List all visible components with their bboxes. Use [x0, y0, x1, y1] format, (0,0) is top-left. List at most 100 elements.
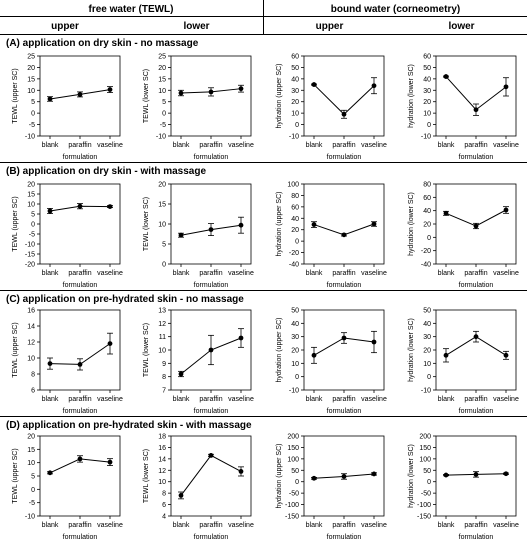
y-tick-label: 100 [287, 182, 299, 189]
x-tick-label: vaseline [493, 142, 519, 149]
y-tick-label: 10 [158, 348, 166, 355]
x-axis-label: formulation [63, 534, 98, 541]
section-divider-d [0, 416, 527, 417]
data-point [107, 87, 113, 92]
chart-panel: -150 -100 -50 0 50 100 150 200 blank paraffin vase… [276, 434, 387, 542]
x-tick-label: blank [173, 142, 190, 149]
data-point [371, 221, 377, 227]
y-axis-label: hydration (lower SC) [408, 192, 415, 256]
data-point [341, 474, 347, 479]
y-tick-label: 20 [291, 227, 299, 234]
series-line [180, 454, 242, 496]
y-tick-label: 4 [162, 514, 166, 521]
plot-frame [435, 309, 517, 391]
x-tick-label: vaseline [228, 142, 254, 149]
chart-panel: 7 8 9 10 11 12 13 blank paraffin vaseline formulat… [143, 308, 254, 416]
x-tick-label: paraffin [332, 522, 355, 529]
x-axis-label: formulation [194, 154, 229, 161]
data-point [178, 371, 184, 377]
x-axis-label: formulation [63, 154, 98, 161]
x-tick-label: paraffin [68, 396, 91, 403]
y-axis-label: TEWL (upper SC) [12, 196, 19, 251]
data-point [371, 471, 377, 477]
section-title-d: (D) application on pre-hydrated skin - w… [6, 420, 252, 431]
y-tick-label: 0 [162, 262, 166, 269]
x-axis-label: formulation [63, 282, 98, 289]
y-tick-label: 25 [27, 54, 35, 61]
x-axis-label: formulation [327, 408, 362, 415]
header-free-lower: lower [183, 21, 210, 32]
y-tick-label: 0 [31, 111, 35, 118]
y-tick-label: 0 [427, 235, 431, 242]
y-tick-label: 10 [27, 202, 35, 209]
x-tick-label: blank [42, 396, 59, 403]
data-point [208, 453, 214, 458]
y-tick-label: 5 [162, 99, 166, 106]
x-tick-label: vaseline [493, 270, 519, 277]
x-axis-label: formulation [327, 154, 362, 161]
y-tick-label: 10 [291, 111, 299, 118]
x-tick-label: paraffin [199, 270, 222, 277]
y-tick-label: 16 [158, 445, 166, 452]
y-tick-label: -5 [29, 232, 35, 239]
data-point [503, 471, 509, 477]
y-tick-label: 20 [27, 182, 35, 189]
data-point [311, 222, 317, 227]
y-tick-label: 40 [423, 76, 431, 83]
data-point [341, 111, 347, 117]
y-tick-label: 40 [423, 208, 431, 215]
y-tick-label: -20 [289, 250, 299, 257]
x-tick-label: blank [173, 270, 190, 277]
x-tick-label: blank [306, 142, 323, 149]
y-tick-label: -15 [25, 252, 35, 259]
y-tick-label: -20 [25, 262, 35, 269]
x-tick-label: blank [438, 522, 455, 529]
y-tick-label: -150 [417, 514, 431, 521]
y-tick-label: -100 [417, 502, 431, 509]
data-point [311, 475, 317, 481]
y-tick-label: 10 [423, 111, 431, 118]
y-tick-label: -40 [421, 262, 431, 269]
y-axis-label: TEWL (lower SC) [143, 449, 150, 503]
y-tick-label: 10 [27, 356, 35, 363]
y-axis-label: TEWL (lower SC) [143, 69, 150, 123]
y-tick-label: 8 [31, 372, 35, 379]
x-tick-label: vaseline [97, 142, 123, 149]
data-point [178, 90, 184, 96]
data-point [208, 89, 214, 95]
y-tick-label: 0 [295, 122, 299, 129]
chart-panel: -10 0 10 20 30 40 50 blank paraffin vaseline formu… [408, 308, 519, 416]
y-tick-label: 20 [291, 348, 299, 355]
x-tick-label: vaseline [228, 522, 254, 529]
y-axis-label: TEWL (lower SC) [143, 197, 150, 251]
data-point [311, 352, 317, 358]
y-tick-label: 10 [158, 479, 166, 486]
data-point [311, 82, 317, 87]
header-free-water: free water (TEWL) [88, 4, 174, 15]
y-tick-label: 80 [291, 193, 299, 200]
y-tick-label: 8 [162, 491, 166, 498]
y-tick-label: 40 [423, 321, 431, 328]
x-tick-label: vaseline [228, 396, 254, 403]
series-line [313, 84, 375, 115]
y-tick-label: 30 [423, 334, 431, 341]
y-axis-label: hydration (lower SC) [408, 64, 415, 128]
x-tick-label: paraffin [199, 522, 222, 529]
section-divider-c [0, 290, 527, 291]
y-axis-label: hydration (upper SC) [276, 64, 283, 129]
data-point [47, 208, 53, 214]
x-tick-label: blank [438, 396, 455, 403]
y-tick-label: 14 [158, 456, 166, 463]
chart-panel: -150 -100 -50 0 50 100 150 200 blank paraffin vase… [408, 434, 519, 542]
y-tick-label: 13 [158, 308, 166, 315]
y-axis-label: TEWL (upper SC) [12, 322, 19, 377]
data-point [47, 96, 53, 102]
y-tick-label: 20 [158, 182, 166, 189]
y-tick-label: -10 [421, 134, 431, 141]
y-tick-label: 30 [291, 334, 299, 341]
data-point [47, 470, 53, 476]
x-tick-label: paraffin [464, 270, 487, 277]
header-free-upper: upper [51, 21, 79, 32]
x-tick-label: vaseline [97, 522, 123, 529]
